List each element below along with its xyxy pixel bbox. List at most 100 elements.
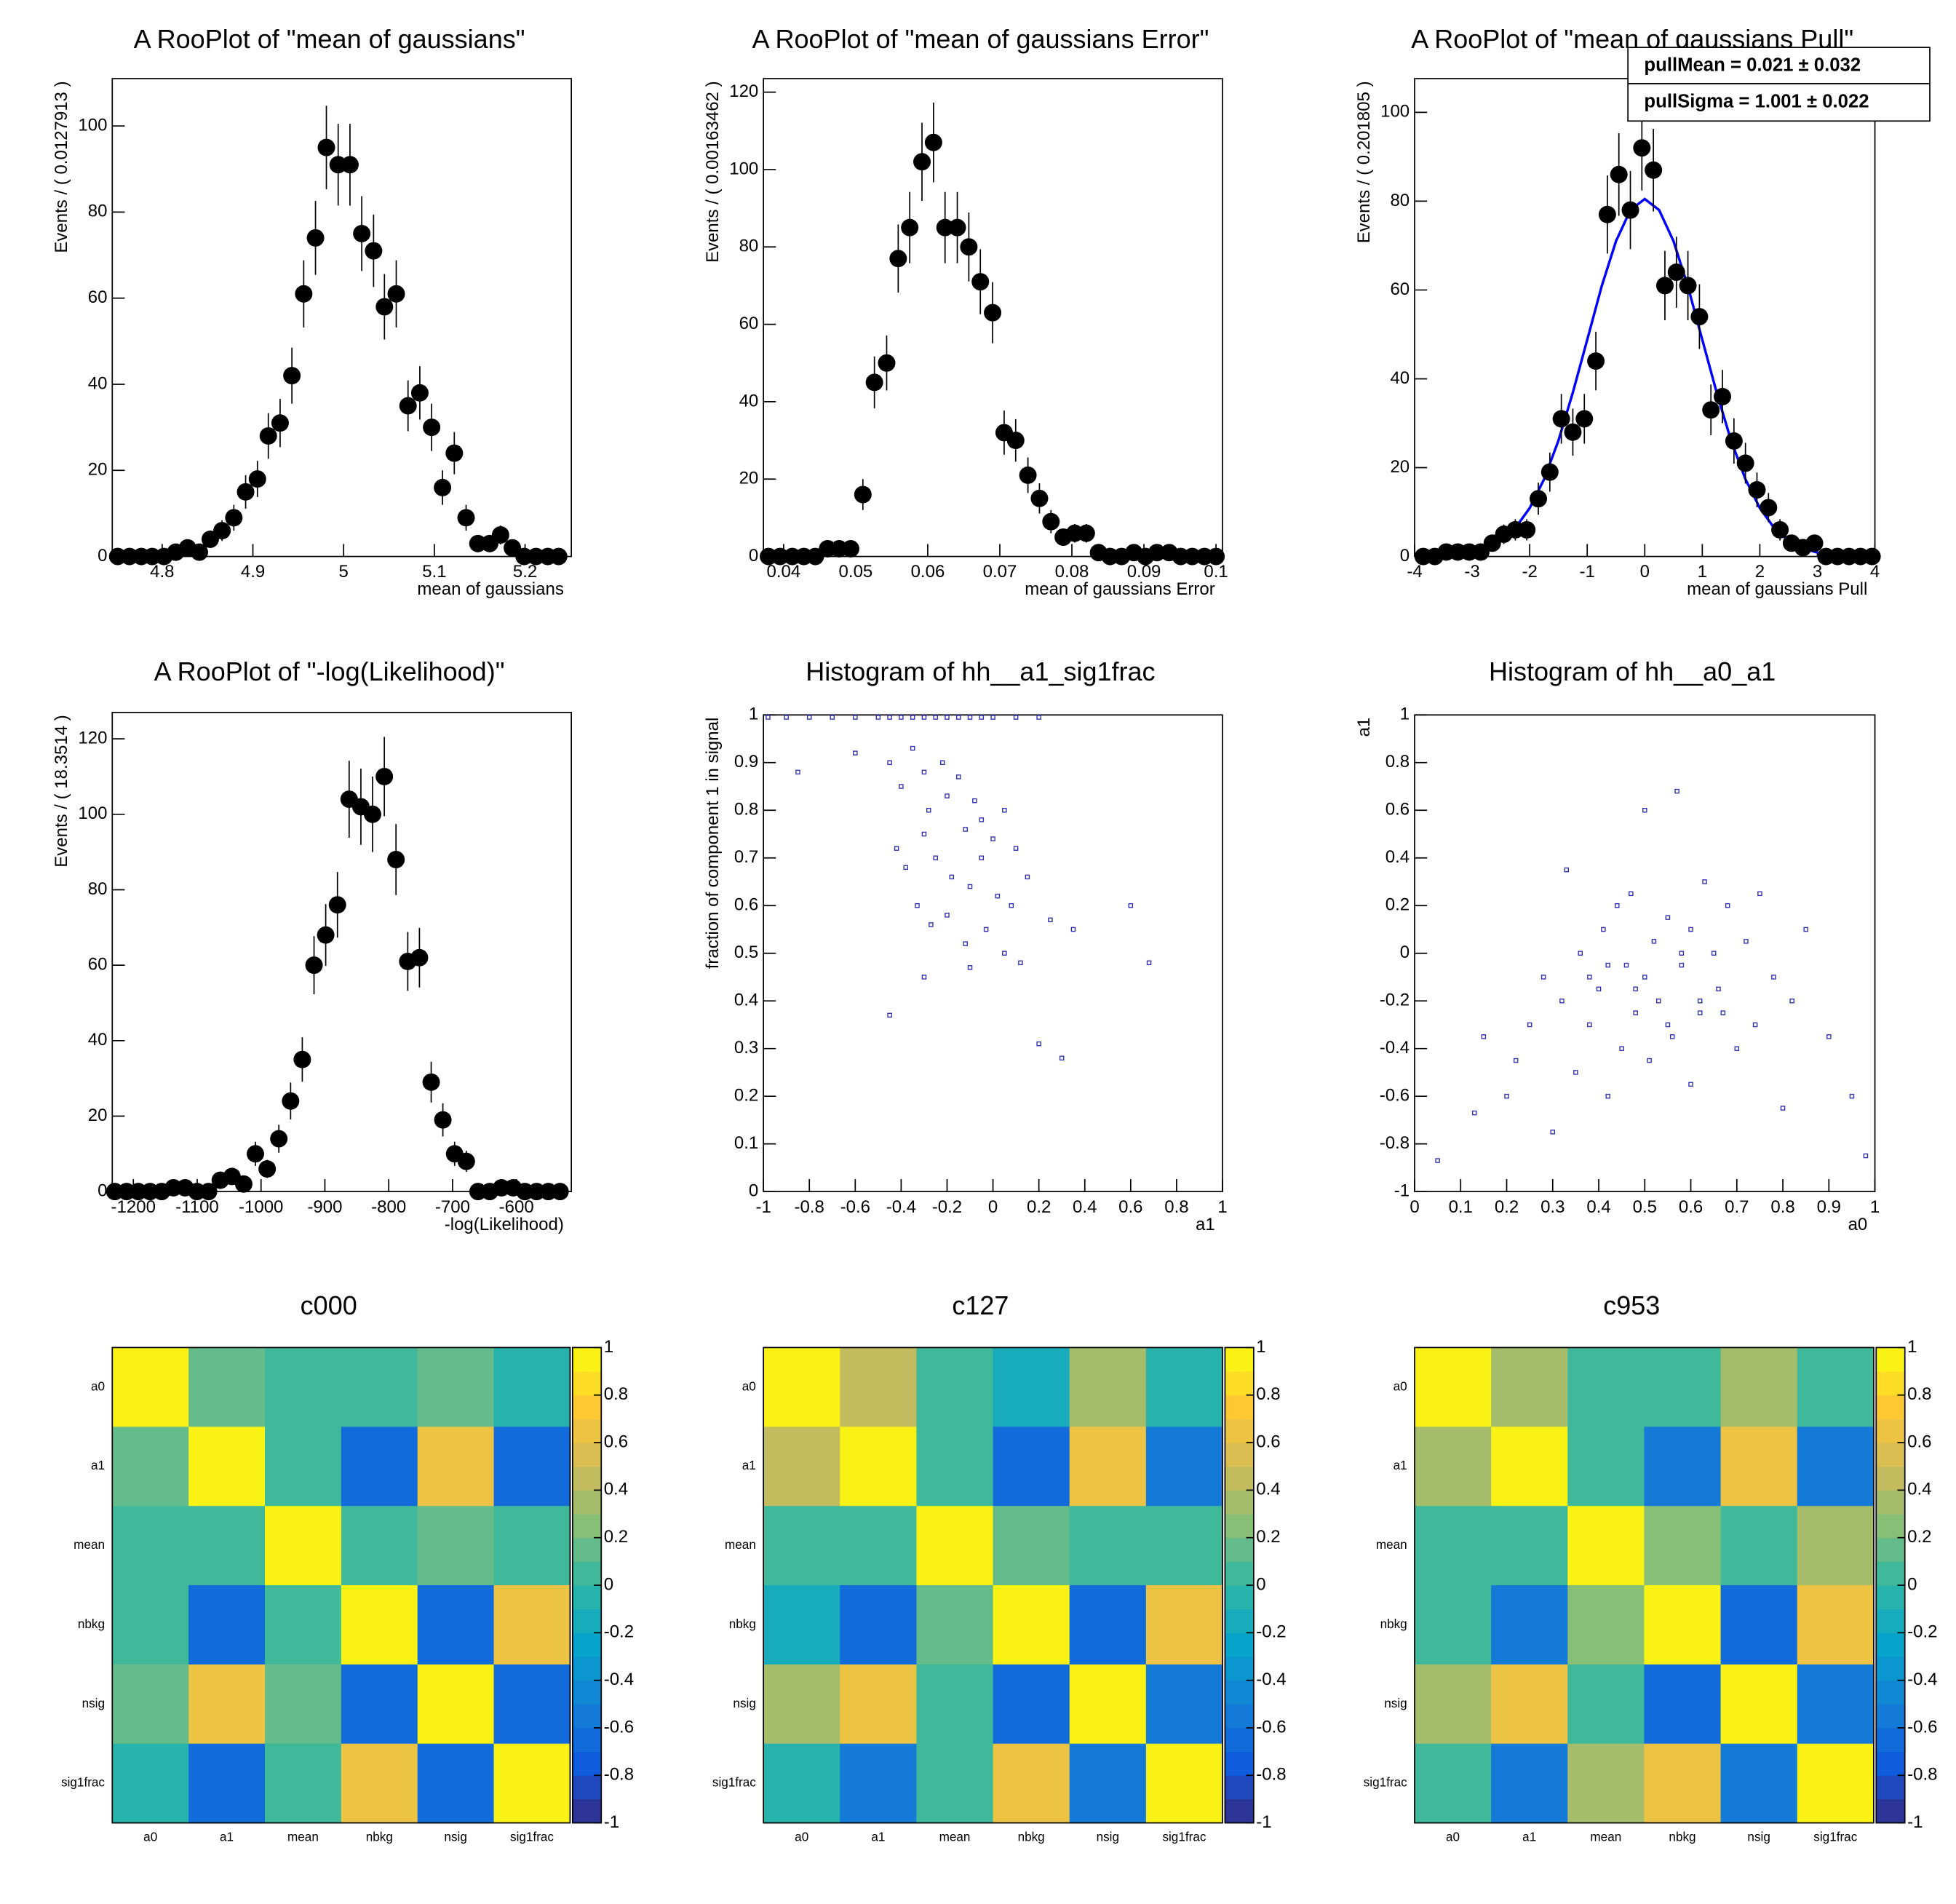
data-point [1587,352,1605,370]
x-tick-label: 0.9 [1817,1197,1841,1217]
heatmap-cell [763,1743,841,1824]
colorbar-band [1876,1609,1905,1633]
heatmap-cell [1797,1506,1874,1586]
y-tick-label: 80 [88,202,108,221]
data-point [1711,951,1717,956]
heatmap-cell [1644,1427,1722,1507]
data-point [1863,1153,1869,1159]
data-point [1697,1010,1703,1015]
y-category-label: nsig [1384,1696,1407,1710]
heatmap-cell [188,1347,266,1428]
heatmap-cell [1797,1585,1874,1665]
colorbar-band [572,1561,602,1586]
plot-frame [111,78,572,558]
data-point [1674,788,1679,794]
colorbar-tick-label: -0.4 [1907,1670,1937,1689]
heatmap-cell [916,1347,994,1428]
y-tick-label: 20 [88,1106,108,1125]
data-point [1826,1034,1832,1039]
data-point [967,965,973,970]
data-point [1716,986,1721,992]
data-point [1748,481,1766,499]
x-tick-label: -1200 [111,1197,156,1217]
x-category-label: sig1frac [1162,1830,1206,1844]
heatmap-cell [112,1743,189,1824]
data-point [234,1175,253,1193]
data-point [434,478,452,496]
data-point [259,427,277,445]
heatmap-cell [417,1347,495,1428]
y-category-label: mean [73,1537,105,1552]
data-point [1550,1130,1556,1135]
y-category-label: nbkg [78,1617,105,1631]
heatmap-cell [417,1506,495,1586]
x-tick-label: -2 [1522,562,1537,582]
data-point [887,1012,892,1018]
x-tick-label: -1 [1580,562,1595,582]
heatmap-cell [341,1427,418,1507]
x-tick-label: 0.04 [767,562,801,582]
heatmap-cell [1491,1743,1569,1824]
y-category-label: a0 [1394,1379,1407,1393]
x-tick-label: -0.2 [932,1197,962,1217]
heatmap-cell [341,1506,418,1586]
data-point [915,903,920,908]
data-point [410,948,429,967]
colorbar-band [572,1514,602,1539]
colorbar-tick-label: -0.2 [1907,1622,1937,1642]
data-point [887,715,892,720]
heatmap-cell [916,1506,994,1586]
heatmap-cell [1491,1664,1569,1745]
heatmap-cell [763,1585,841,1665]
y-axis-title: Events / ( 0.00163462 ) [703,81,723,262]
x-tick-label: 3 [1813,562,1822,582]
y-tick-label: -0.6 [1380,1086,1410,1106]
data-point [1148,544,1166,562]
data-point [936,218,954,237]
heatmap-cell [265,1743,342,1824]
data-point [1760,499,1778,517]
data-point [1805,534,1824,552]
x-tick-label: -1 [755,1197,771,1217]
heatmap-cell [916,1743,994,1824]
data-point [990,836,995,841]
y-category-label: nsig [82,1696,105,1710]
x-tick-label: 0.5 [1633,1197,1657,1217]
y-tick-label: 80 [88,879,108,899]
y-tick-label: 60 [1390,279,1410,299]
data-point [225,509,243,527]
colorbar-tick-label: -0.8 [1907,1765,1937,1785]
data-point [841,539,859,558]
colorbar-tick-label: -1 [1256,1812,1271,1832]
heatmap-cell [1145,1347,1223,1428]
data-point [1540,463,1559,481]
data-point [1679,962,1685,968]
data-point [375,298,394,316]
colorbar-band [572,1751,602,1776]
colorbar-tick-label: -0.2 [1256,1622,1286,1642]
data-point [282,1092,300,1110]
colorbar-band [1876,1490,1905,1515]
colorbar-band [572,1633,602,1657]
x-tick-label: -1100 [175,1197,219,1217]
data-point [854,485,872,504]
x-tick-label: 5.2 [513,562,537,582]
x-tick-label: -900 [307,1197,342,1217]
x-tick-label: 0.2 [1495,1197,1519,1217]
colorbar-band [572,1680,602,1705]
colorbar-band [1225,1419,1254,1443]
y-tick-label: -0.2 [1380,991,1410,1010]
data-point [933,715,938,720]
colorbar-tick-label: -0.8 [604,1765,634,1785]
x-category-label: a1 [1522,1830,1536,1844]
data-point [921,715,927,720]
y-category-label: sig1frac [1364,1775,1407,1790]
colorbar-band [572,1443,602,1467]
data-point [1771,520,1789,539]
heatmap-cell [1491,1506,1569,1586]
x-category-label: nbkg [1669,1830,1695,1844]
y-tick-label: 20 [739,469,759,488]
data-point [945,793,950,798]
data-point [1633,139,1651,157]
colorbar-tick-label: 0.8 [604,1384,628,1404]
